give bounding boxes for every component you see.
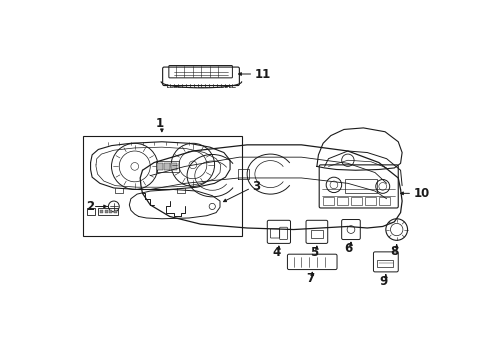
Text: 4: 4 — [272, 246, 280, 259]
Text: 5: 5 — [310, 246, 318, 259]
Bar — [336, 197, 347, 205]
Bar — [364, 197, 375, 205]
Bar — [323, 197, 333, 205]
Bar — [104, 210, 107, 213]
Bar — [82, 136, 241, 236]
Bar — [378, 197, 389, 205]
Text: 2: 2 — [86, 200, 94, 213]
Text: 9: 9 — [379, 275, 387, 288]
Bar — [87, 208, 95, 215]
Bar — [164, 163, 169, 170]
Bar — [171, 163, 176, 170]
Text: 8: 8 — [389, 244, 398, 258]
Bar — [157, 163, 163, 170]
Bar — [310, 230, 323, 238]
Text: 6: 6 — [344, 242, 352, 255]
Bar — [377, 260, 392, 267]
Bar — [98, 208, 118, 215]
Text: 3: 3 — [251, 180, 259, 193]
Text: 7: 7 — [305, 272, 313, 285]
Bar — [344, 180, 377, 193]
Text: 11: 11 — [254, 68, 270, 81]
Bar — [155, 161, 179, 172]
Text: 10: 10 — [413, 187, 429, 200]
Bar — [350, 197, 361, 205]
Bar — [109, 210, 112, 213]
Text: 1: 1 — [155, 117, 163, 130]
Bar — [114, 210, 117, 213]
Bar — [100, 210, 103, 213]
